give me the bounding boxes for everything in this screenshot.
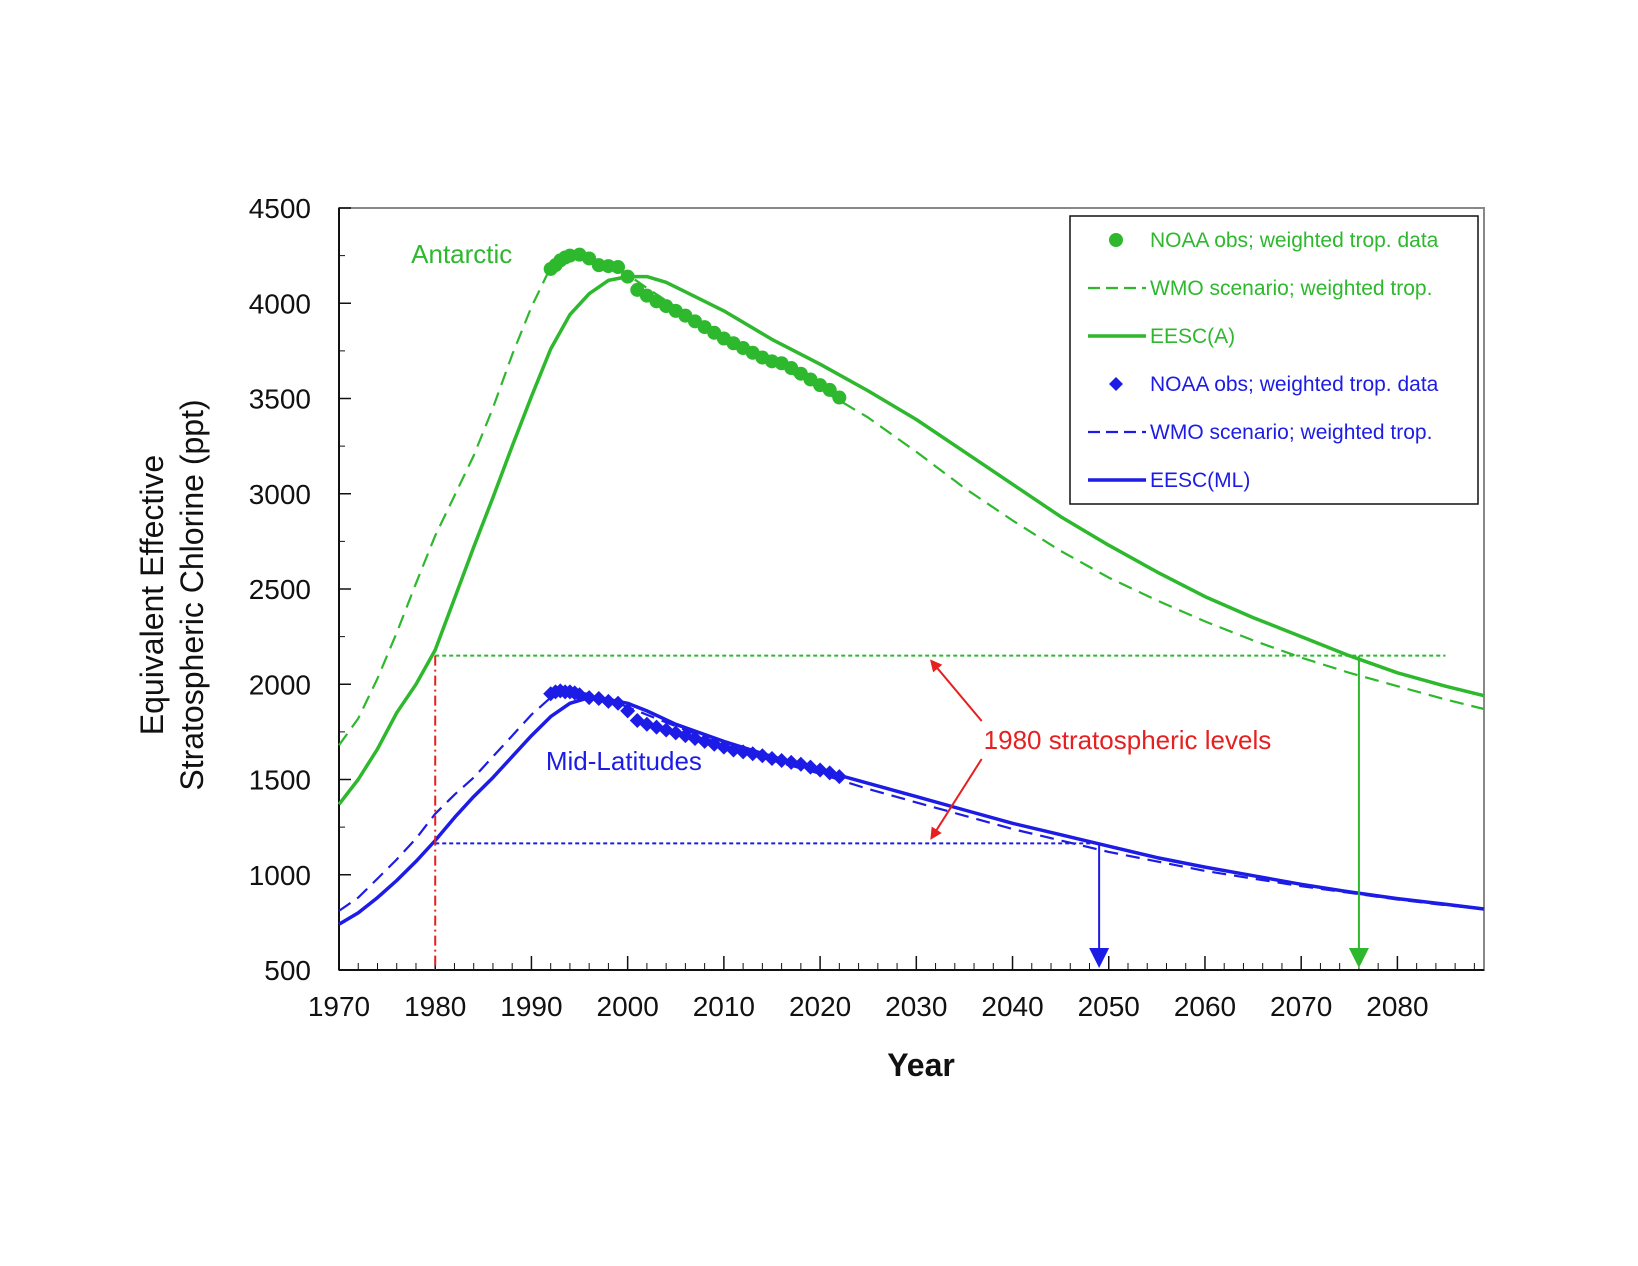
y-tick-label: 4500 xyxy=(249,193,311,224)
x-tick-label: 2070 xyxy=(1270,991,1332,1022)
legend-marker-circle xyxy=(1109,233,1123,247)
y-tick-label: 500 xyxy=(264,955,311,986)
legend-marker-diamond xyxy=(1109,377,1123,391)
x-tick-label: 2020 xyxy=(789,991,851,1022)
antarctic-label: Antarctic xyxy=(411,239,512,269)
x-tick-label: 2040 xyxy=(981,991,1043,1022)
legend-label: NOAA obs; weighted trop. data xyxy=(1150,229,1439,252)
antarctic-obs-point xyxy=(611,260,626,275)
legend-label: EESC(A) xyxy=(1150,325,1235,348)
midlat-obs-point xyxy=(620,703,636,719)
y-tick-label: 2500 xyxy=(249,574,311,605)
y-tick-label: 3500 xyxy=(249,384,311,415)
legend-label: WMO scenario; weighted trop. xyxy=(1150,277,1432,300)
y-tick-label: 1000 xyxy=(249,860,311,891)
y-tick-label: 1500 xyxy=(249,765,311,796)
midlatitudes-solid-line xyxy=(338,695,1485,926)
antarctic-return-arrow-head xyxy=(1348,948,1369,968)
mid-latitudes-label: Mid-Latitudes xyxy=(546,746,702,776)
x-tick-label: 2000 xyxy=(597,991,659,1022)
midlat-return-arrow-head xyxy=(1089,948,1110,968)
y-axis-title-line-1: Equivalent Effective xyxy=(134,455,170,735)
x-axis-title: Year xyxy=(887,1047,955,1083)
x-tick-label: 2050 xyxy=(1078,991,1140,1022)
x-tick-label: 2030 xyxy=(885,991,947,1022)
x-tick-label: 1990 xyxy=(500,991,562,1022)
levels-arrow-2 xyxy=(930,758,983,840)
antarctic-solid-line xyxy=(337,274,1485,806)
legend-label: WMO scenario; weighted trop. xyxy=(1150,421,1432,444)
antarctic-obs-point xyxy=(832,390,847,405)
legend-box xyxy=(1069,215,1479,505)
y-tick-label: 3000 xyxy=(249,479,311,510)
legend-label: EESC(ML) xyxy=(1150,469,1250,492)
x-tick-label: 2060 xyxy=(1174,991,1236,1022)
y-axis-title-line-2: Stratospheric Chlorine (ppt) xyxy=(174,399,210,790)
x-tick-label: 2080 xyxy=(1366,991,1428,1022)
x-tick-label: 2010 xyxy=(693,991,755,1022)
midlatitudes-dashed-line xyxy=(338,690,1485,912)
x-tick-label: 1980 xyxy=(404,991,466,1022)
levels-arrow-1 xyxy=(930,659,983,722)
x-tick-label: 1970 xyxy=(308,991,370,1022)
plot-area: 500 1000 1500 2000 2500 3000 3500 4000 4500 1970 1… xyxy=(249,193,1485,1022)
antarctic-dashed-line xyxy=(338,254,1485,746)
y-tick-label: 4000 xyxy=(249,288,311,319)
legend: NOAA obs; weighted trop. data WMO scenari… xyxy=(1069,215,1479,505)
1980-levels-label: 1980 stratospheric levels xyxy=(984,725,1272,755)
legend-label: NOAA obs; weighted trop. data xyxy=(1150,373,1439,396)
y-tick-label: 2000 xyxy=(249,669,311,700)
